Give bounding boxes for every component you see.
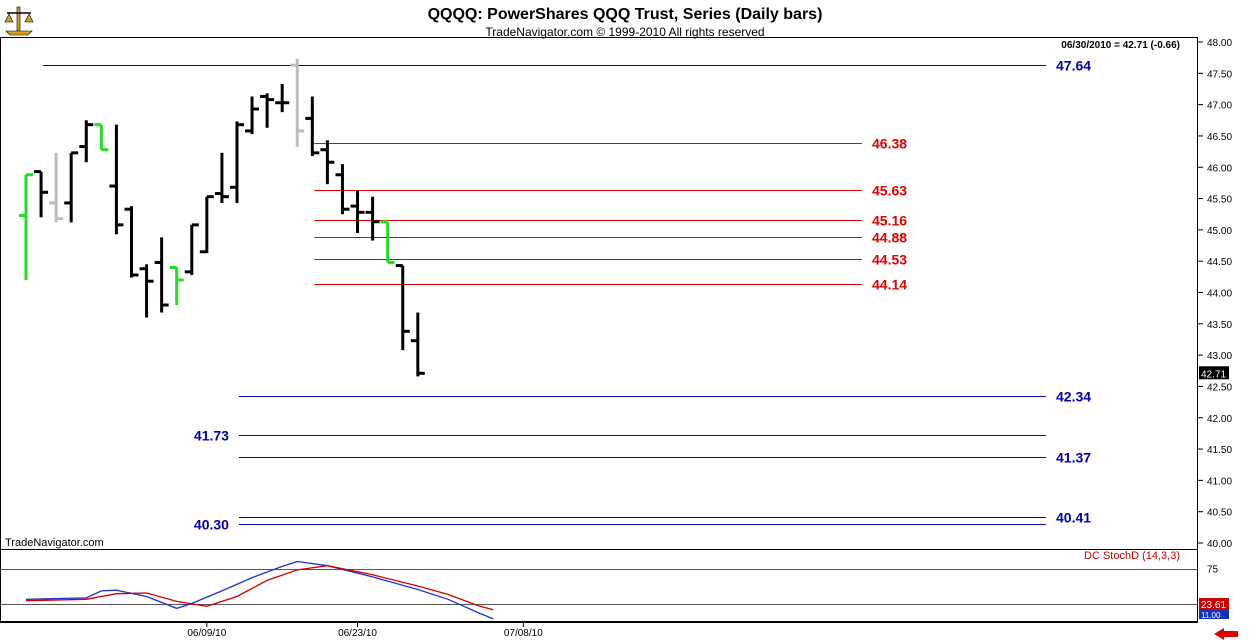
- price-pane-frame: [0, 37, 1198, 550]
- ohlc-bar: [229, 121, 244, 203]
- ohlc-bar: [260, 93, 275, 128]
- ohlc-bar: [410, 312, 425, 377]
- ohlc-bar: [49, 152, 64, 223]
- ohlc-bar: [64, 151, 79, 223]
- level-label: 45.63: [872, 183, 907, 199]
- price-axis-tick-label: 45.00: [1207, 226, 1232, 237]
- ohlc-bar: [184, 223, 199, 275]
- date-axis-tick-label: 06/09/10: [187, 628, 226, 639]
- ohlc-bar: [214, 152, 229, 203]
- ohlc-bar: [320, 140, 335, 185]
- level-label: 41.73: [194, 428, 229, 444]
- level-label: 46.38: [872, 136, 907, 152]
- price-axis-tick-label: 40.00: [1207, 539, 1232, 550]
- ohlc-bar: [335, 164, 350, 215]
- price-axis-tick-label: 48.00: [1207, 38, 1232, 49]
- price-axis-tick-label: 42.00: [1207, 414, 1232, 425]
- last-price-label: 42.71: [1201, 369, 1226, 380]
- date-axis-tick-label: 07/08/10: [504, 628, 543, 639]
- level-label: 47.64: [1056, 58, 1091, 74]
- chart-title: QQQQ: PowerShares QQQ Trust, Series (Dai…: [428, 6, 823, 23]
- scroll-left-arrow-icon[interactable]: [1214, 628, 1238, 640]
- logo: [4, 6, 34, 36]
- level-label: 40.41: [1056, 510, 1091, 526]
- price-axis: 40.00 40.50 41.00 41.50 42.00 42.50 43.00 43.50…: [1198, 38, 1232, 550]
- level-label: 41.37: [1056, 450, 1091, 466]
- ohlc-bar: [380, 220, 395, 264]
- ohlc-bar: [19, 173, 33, 280]
- level-label: 44.14: [872, 277, 907, 293]
- price-bars: [19, 58, 425, 377]
- stoch-line-d: [25, 565, 494, 611]
- stoch-lower-label: 11.00: [1201, 611, 1221, 620]
- level-label: 44.53: [872, 252, 907, 268]
- stoch-axis-tick-label: 75: [1207, 565, 1219, 576]
- stoch-last-label: 23.61: [1201, 600, 1226, 611]
- level-label: 44.88: [872, 230, 907, 246]
- ohlc-bar: [34, 170, 49, 218]
- stoch-pane-frame: [0, 549, 1198, 622]
- last-price-tag: [1199, 366, 1229, 380]
- price-axis-tick-label: 44.50: [1207, 257, 1232, 268]
- ohlc-bar: [199, 195, 214, 254]
- price-axis-tick-label: 47.00: [1207, 101, 1232, 112]
- ohlc-bar: [94, 123, 109, 152]
- price-axis-tick-label: 41.00: [1207, 476, 1232, 487]
- price-axis-tick-label: 43.00: [1207, 351, 1232, 362]
- ohlc-bar: [275, 83, 290, 113]
- stoch-line-k: [25, 560, 494, 620]
- price-axis-tick-label: 40.50: [1207, 508, 1232, 519]
- level-label: 42.34: [1056, 389, 1091, 405]
- ohlc-bar: [350, 190, 365, 234]
- ohlc-bar: [245, 96, 260, 135]
- chart-subtitle: TradeNavigator.com © 1999-2010 All right…: [485, 25, 764, 39]
- price-axis-tick-label: 45.50: [1207, 195, 1232, 206]
- ohlc-bar: [290, 58, 305, 147]
- scales-logo-icon: [4, 6, 34, 36]
- stoch-lower-tag: [1199, 610, 1229, 619]
- date-axis-tick-label: 06/23/10: [338, 628, 377, 639]
- quote-readout: 06/30/2010 = 42.71 (-0.66): [1061, 40, 1180, 51]
- ohlc-bar: [395, 264, 410, 351]
- price-axis-tick-label: 41.50: [1207, 445, 1232, 456]
- price-axis-tick-label: 47.50: [1207, 69, 1232, 80]
- ohlc-bar: [169, 265, 184, 306]
- ohlc-bar: [79, 120, 94, 163]
- ohlc-bar: [365, 196, 380, 241]
- watermark-text: TradeNavigator.com: [5, 537, 104, 549]
- level-label: 40.30: [194, 517, 229, 533]
- price-axis-tick-label: 46.50: [1207, 132, 1232, 143]
- price-axis-tick-label: 43.50: [1207, 320, 1232, 331]
- ohlc-bar: [109, 124, 124, 235]
- price-axis-tick-label: 42.50: [1207, 382, 1232, 393]
- ohlc-bar: [124, 206, 139, 278]
- level-label: 45.16: [872, 213, 907, 229]
- stoch-indicator-title: DC StochD (14,3,3): [1084, 550, 1180, 562]
- ohlc-bar: [305, 96, 320, 156]
- ohlc-bar: [154, 237, 169, 313]
- ohlc-bar: [139, 264, 154, 318]
- stoch-last-tag: [1199, 598, 1229, 610]
- price-axis-tick-label: 46.00: [1207, 163, 1232, 174]
- date-axis: 06/09/10 06/23/10 07/08/10: [187, 622, 543, 639]
- price-axis-tick-label: 44.00: [1207, 289, 1232, 300]
